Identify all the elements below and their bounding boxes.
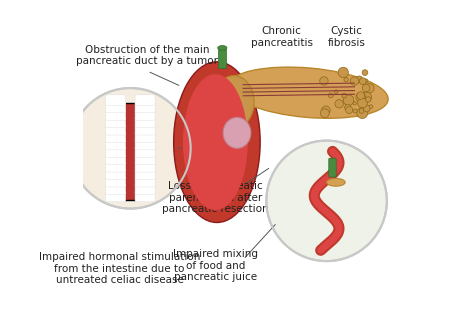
FancyBboxPatch shape (135, 154, 155, 165)
Circle shape (362, 70, 368, 75)
Ellipse shape (228, 67, 388, 118)
FancyBboxPatch shape (135, 125, 155, 135)
Circle shape (344, 78, 348, 82)
Ellipse shape (218, 46, 227, 50)
Circle shape (364, 105, 370, 112)
Circle shape (334, 90, 338, 94)
Circle shape (359, 78, 366, 85)
FancyBboxPatch shape (106, 147, 126, 157)
FancyBboxPatch shape (106, 95, 126, 105)
FancyBboxPatch shape (135, 191, 155, 202)
Circle shape (320, 109, 329, 118)
FancyBboxPatch shape (329, 158, 336, 177)
FancyBboxPatch shape (106, 191, 126, 202)
Circle shape (320, 77, 328, 85)
Circle shape (266, 141, 387, 261)
FancyBboxPatch shape (106, 102, 126, 113)
Circle shape (359, 108, 364, 113)
Text: Cystic
fibrosis: Cystic fibrosis (328, 26, 365, 48)
FancyBboxPatch shape (135, 147, 155, 157)
FancyBboxPatch shape (135, 110, 155, 120)
Circle shape (356, 76, 363, 83)
Circle shape (328, 93, 333, 98)
FancyBboxPatch shape (135, 102, 155, 113)
FancyBboxPatch shape (135, 132, 155, 142)
Ellipse shape (327, 179, 345, 186)
FancyBboxPatch shape (124, 103, 137, 200)
Circle shape (362, 84, 370, 92)
FancyBboxPatch shape (106, 117, 126, 128)
Circle shape (342, 93, 346, 98)
Text: Impaired mixing
of food and
pancreatic juice: Impaired mixing of food and pancreatic j… (173, 249, 258, 282)
Text: Obstruction of the main
pancreatic duct by a tumor: Obstruction of the main pancreatic duct … (76, 45, 219, 66)
FancyBboxPatch shape (135, 95, 155, 105)
Circle shape (350, 77, 359, 85)
FancyBboxPatch shape (106, 154, 126, 165)
Circle shape (357, 92, 365, 99)
Circle shape (362, 92, 372, 102)
FancyBboxPatch shape (106, 176, 126, 187)
Ellipse shape (214, 76, 254, 128)
Ellipse shape (173, 62, 260, 222)
FancyBboxPatch shape (106, 184, 126, 194)
FancyBboxPatch shape (106, 139, 126, 150)
Circle shape (369, 105, 373, 108)
Circle shape (343, 95, 354, 105)
Circle shape (356, 92, 365, 102)
Text: Impaired hormonal stimulation
from the intestine due to
untreated celiac disease: Impaired hormonal stimulation from the i… (39, 252, 201, 286)
Circle shape (353, 102, 356, 105)
FancyBboxPatch shape (106, 110, 126, 120)
Ellipse shape (183, 74, 248, 210)
Circle shape (345, 104, 351, 111)
Circle shape (70, 88, 191, 209)
FancyBboxPatch shape (135, 184, 155, 194)
FancyBboxPatch shape (135, 176, 155, 187)
Circle shape (353, 109, 357, 113)
Circle shape (338, 67, 348, 78)
Circle shape (364, 79, 368, 83)
FancyBboxPatch shape (106, 132, 126, 142)
Circle shape (322, 106, 330, 115)
Ellipse shape (223, 117, 251, 148)
FancyBboxPatch shape (135, 169, 155, 180)
Text: Chronic
pancreatitis: Chronic pancreatitis (251, 26, 313, 48)
Circle shape (357, 98, 367, 108)
FancyBboxPatch shape (106, 125, 126, 135)
Circle shape (365, 97, 371, 102)
FancyBboxPatch shape (135, 139, 155, 150)
Circle shape (335, 99, 343, 108)
FancyBboxPatch shape (135, 117, 155, 128)
FancyBboxPatch shape (106, 169, 126, 180)
Text: Loss of pancreatic
parenchyma after
pancreatic resection: Loss of pancreatic parenchyma after panc… (162, 181, 269, 214)
Circle shape (346, 106, 353, 113)
Circle shape (365, 83, 374, 93)
Circle shape (357, 108, 368, 119)
FancyBboxPatch shape (106, 162, 126, 172)
FancyBboxPatch shape (135, 162, 155, 172)
Bar (219, 49, 226, 68)
